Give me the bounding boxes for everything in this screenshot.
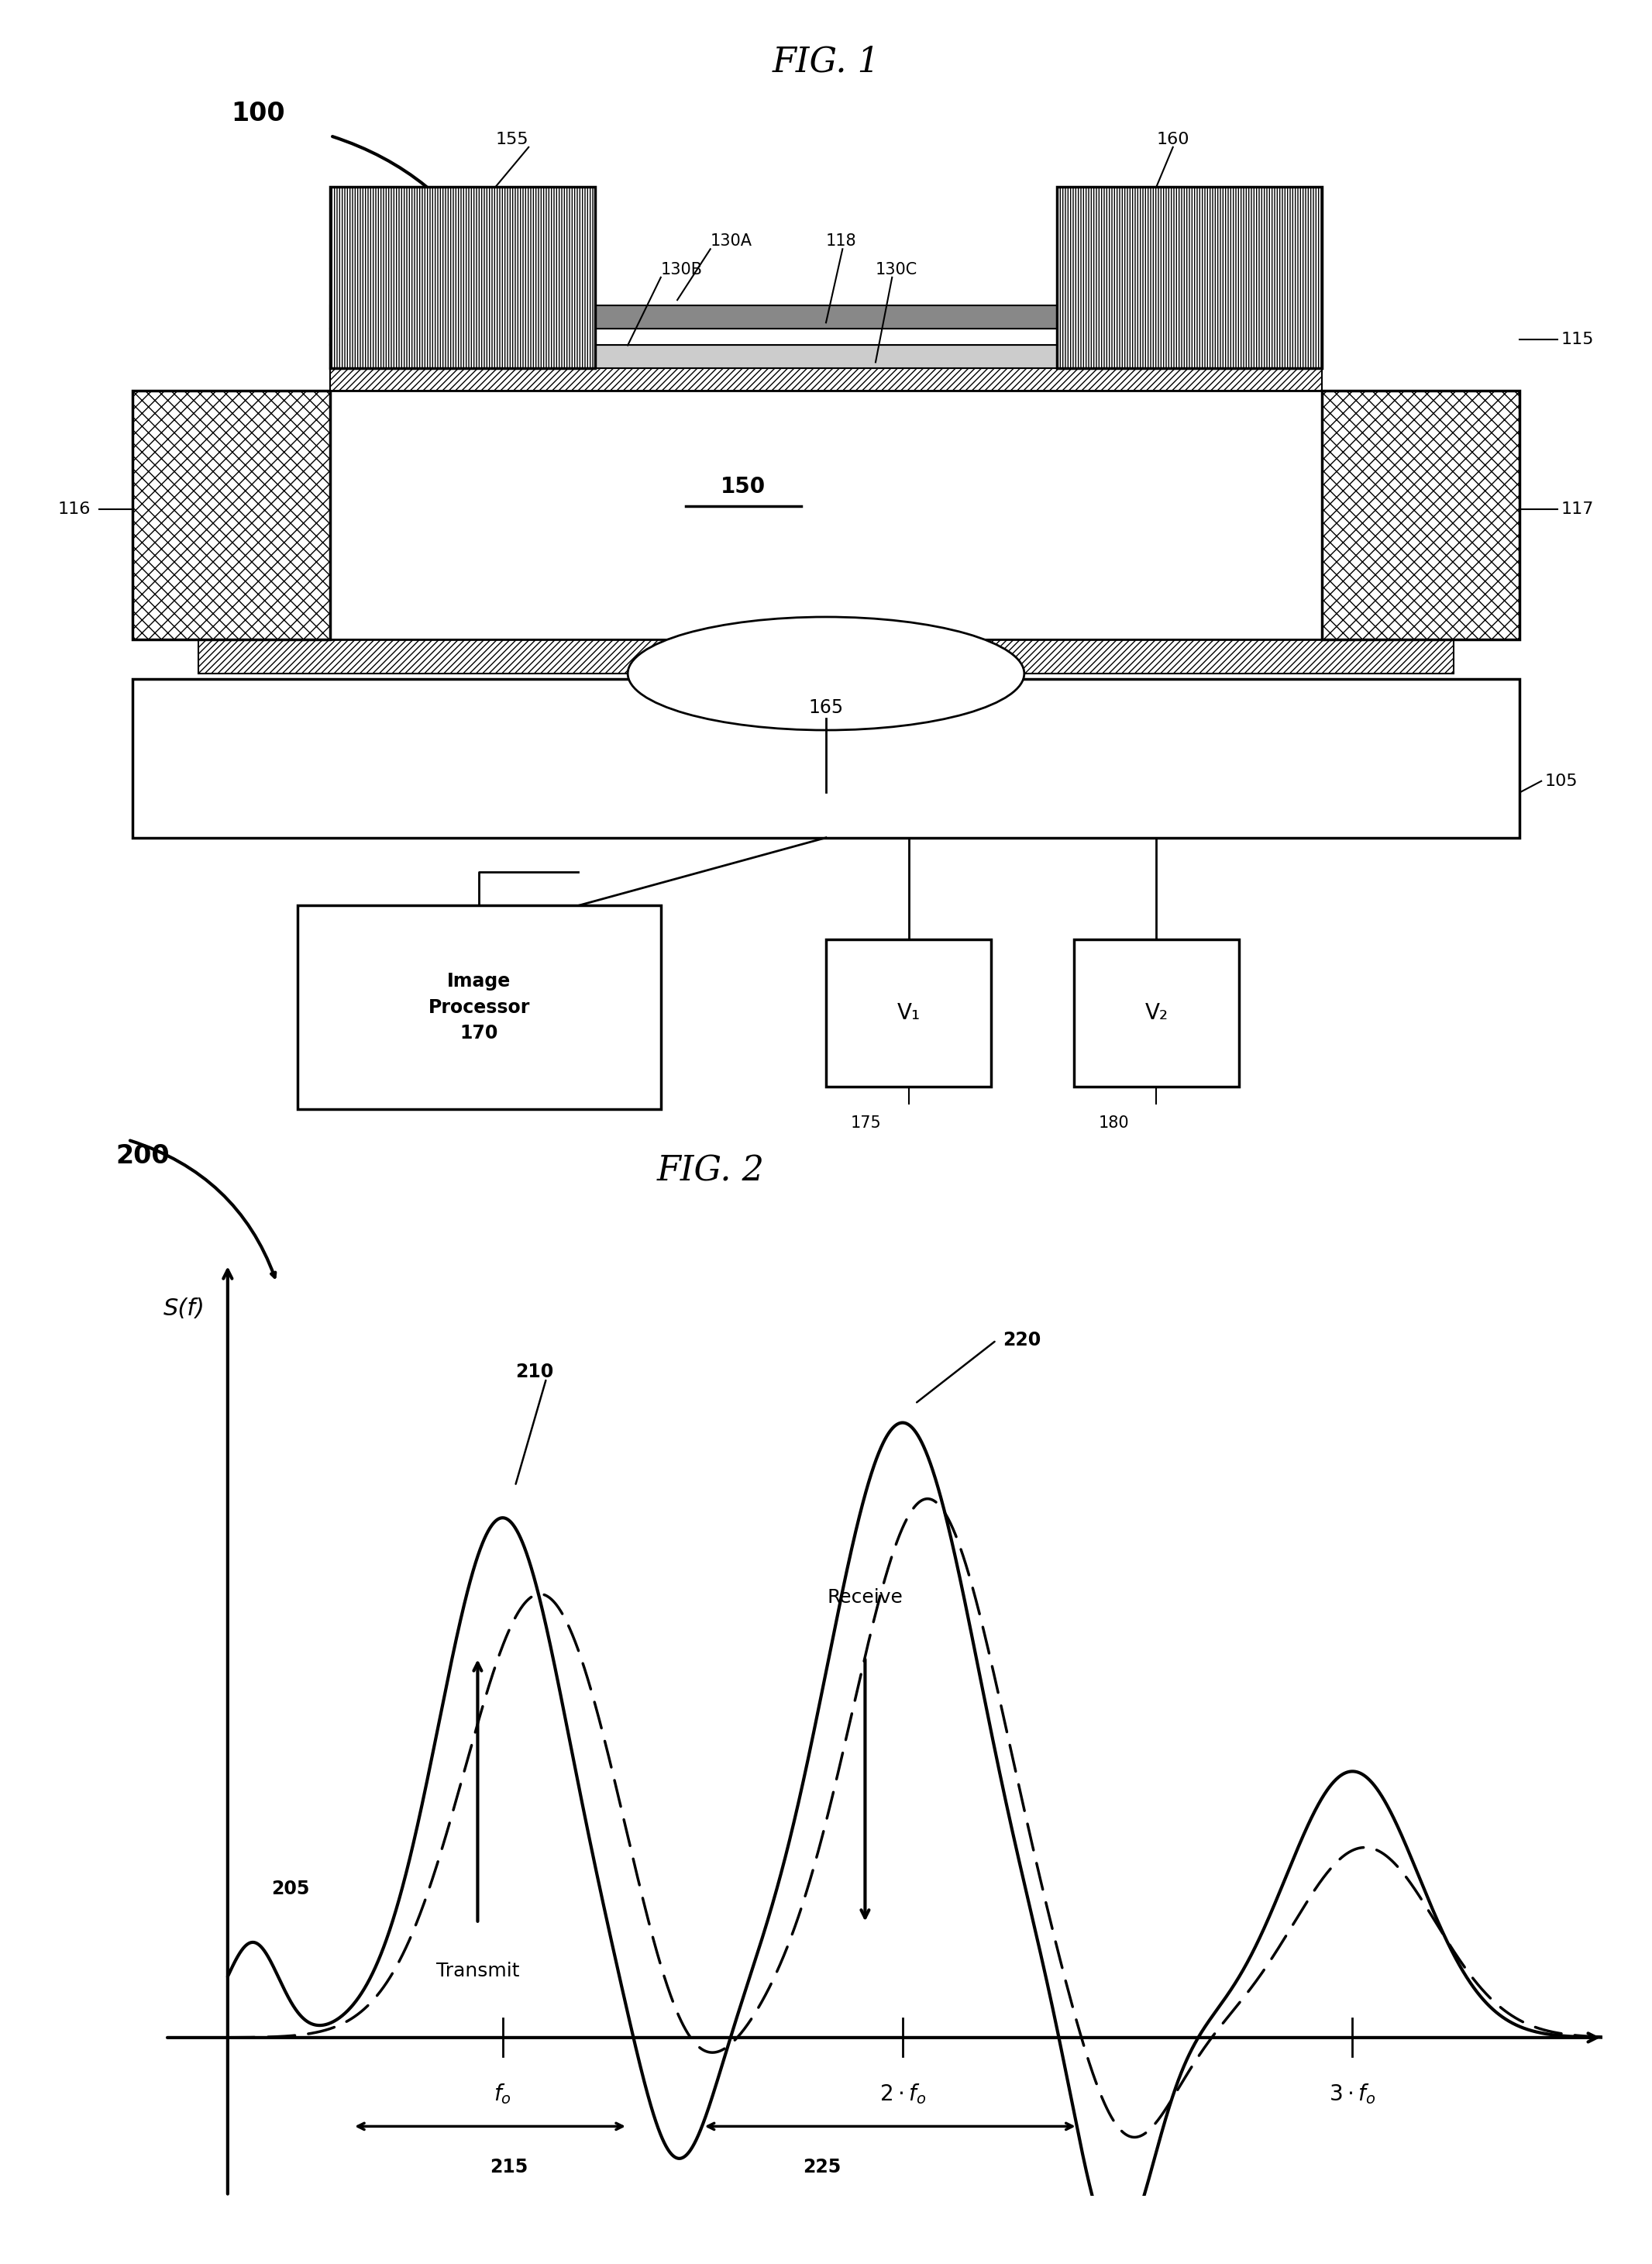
Text: FIG. 1: FIG. 1 bbox=[771, 45, 881, 79]
Text: 130B: 130B bbox=[661, 263, 702, 278]
Text: 210: 210 bbox=[515, 1363, 553, 1381]
Bar bbox=[330, 344, 1322, 367]
Bar bbox=[330, 389, 1322, 638]
Text: 200: 200 bbox=[116, 1143, 170, 1168]
Text: V₁: V₁ bbox=[897, 1003, 920, 1023]
Text: 220: 220 bbox=[1003, 1331, 1041, 1349]
Text: 116: 116 bbox=[58, 503, 91, 516]
Text: V₂: V₂ bbox=[1145, 1003, 1168, 1023]
Text: 105: 105 bbox=[1545, 774, 1578, 788]
Bar bbox=[1057, 188, 1322, 367]
Text: 205: 205 bbox=[271, 1879, 309, 1897]
Text: 150: 150 bbox=[720, 475, 767, 498]
Text: Image
Processor
170: Image Processor 170 bbox=[428, 971, 530, 1044]
Text: S(f): S(f) bbox=[164, 1297, 205, 1320]
Bar bbox=[330, 367, 1322, 389]
Text: 225: 225 bbox=[803, 2158, 841, 2176]
Text: 175: 175 bbox=[851, 1116, 882, 1130]
Text: Transmit: Transmit bbox=[436, 1961, 519, 1981]
Text: 115: 115 bbox=[1561, 333, 1594, 346]
Text: 100: 100 bbox=[231, 100, 286, 127]
Bar bbox=[330, 328, 1322, 344]
Text: 180: 180 bbox=[1099, 1116, 1130, 1130]
Text: 117: 117 bbox=[1561, 503, 1594, 516]
Bar bbox=[1322, 389, 1520, 638]
Bar bbox=[132, 679, 1520, 838]
Text: 110: 110 bbox=[1222, 559, 1256, 573]
Bar bbox=[132, 389, 330, 638]
Text: 118: 118 bbox=[826, 233, 857, 249]
Bar bbox=[826, 940, 991, 1087]
Text: 165: 165 bbox=[808, 697, 844, 718]
Bar bbox=[198, 638, 1454, 675]
Bar bbox=[1074, 940, 1239, 1087]
Text: $3\cdot f_o$: $3\cdot f_o$ bbox=[1330, 2083, 1376, 2106]
Text: 130A: 130A bbox=[710, 233, 752, 249]
Text: $2\cdot f_o$: $2\cdot f_o$ bbox=[879, 2083, 925, 2106]
Text: 160: 160 bbox=[1156, 131, 1189, 147]
Ellipse shape bbox=[628, 616, 1024, 729]
Text: 215: 215 bbox=[491, 2158, 529, 2176]
Text: 130C: 130C bbox=[876, 263, 917, 278]
Text: FIG. 2: FIG. 2 bbox=[656, 1155, 765, 1189]
Text: 155: 155 bbox=[496, 131, 529, 147]
Text: $f_o$: $f_o$ bbox=[494, 2083, 512, 2106]
Text: Receive: Receive bbox=[828, 1587, 904, 1607]
Bar bbox=[330, 188, 595, 367]
Bar bbox=[297, 906, 661, 1109]
Bar bbox=[330, 306, 1322, 328]
